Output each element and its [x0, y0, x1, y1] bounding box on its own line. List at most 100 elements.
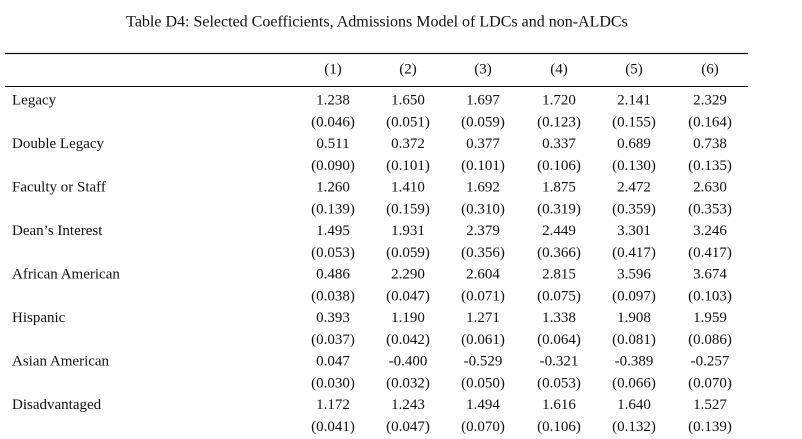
coefficient: 2.141: [617, 92, 651, 108]
standard-error: (0.050): [461, 375, 505, 391]
coefficient: 1.410: [391, 179, 425, 195]
coefficient: 0.393: [316, 310, 350, 326]
standard-error: (0.356): [461, 245, 505, 261]
column-header: (2): [399, 61, 417, 77]
coefficient: 1.527: [693, 397, 727, 413]
standard-error: (0.053): [537, 375, 581, 391]
standard-error: (0.417): [688, 245, 732, 261]
coefficient: -0.321: [540, 353, 579, 369]
coefficient: 2.379: [466, 223, 500, 239]
table-title: Table D4: Selected Coefficients, Admissi…: [126, 14, 628, 31]
standard-error: (0.070): [461, 419, 505, 435]
coefficient: 0.738: [693, 136, 727, 152]
standard-error: (0.066): [612, 375, 656, 391]
column-header: (3): [474, 61, 492, 77]
standard-error: (0.319): [537, 201, 581, 217]
standard-error: (0.155): [612, 114, 656, 130]
standard-error: (0.059): [386, 245, 430, 261]
coefficient: -0.400: [389, 353, 428, 369]
standard-error: (0.101): [461, 158, 505, 174]
standard-error: (0.123): [537, 114, 581, 130]
standard-error: (0.359): [612, 201, 656, 217]
standard-error: (0.053): [311, 245, 355, 261]
standard-error: (0.097): [612, 288, 656, 304]
coefficient: 3.301: [617, 223, 651, 239]
coefficient: 3.246: [693, 223, 727, 239]
column-header: (1): [324, 61, 342, 77]
coefficient: 1.692: [466, 179, 500, 195]
coefficient: 1.172: [316, 397, 350, 413]
standard-error: (0.047): [386, 288, 430, 304]
standard-error: (0.132): [612, 419, 656, 435]
coefficient: 1.959: [693, 310, 727, 326]
row-label: Faculty or Staff: [12, 179, 106, 195]
coefficient: 2.630: [693, 179, 727, 195]
row-label: Hispanic: [12, 310, 66, 326]
standard-error: (0.130): [612, 158, 656, 174]
standard-error: (0.139): [688, 419, 732, 435]
standard-error: (0.030): [311, 375, 355, 391]
coefficient: 1.238: [316, 92, 350, 108]
standard-error: (0.038): [311, 288, 355, 304]
row-label: African American: [12, 266, 120, 282]
coefficient: -0.389: [615, 353, 654, 369]
coefficient: 1.697: [466, 92, 500, 108]
standard-error: (0.164): [688, 114, 732, 130]
standard-error: (0.090): [311, 158, 355, 174]
standard-error: (0.032): [386, 375, 430, 391]
column-header: (4): [550, 61, 568, 77]
coefficient: 0.377: [466, 136, 500, 152]
standard-error: (0.139): [311, 201, 355, 217]
coefficient: 0.047: [316, 353, 350, 369]
standard-error: (0.071): [461, 288, 505, 304]
standard-error: (0.366): [537, 245, 581, 261]
coefficient: 1.650: [391, 92, 425, 108]
column-header: (5): [625, 61, 643, 77]
standard-error: (0.159): [386, 201, 430, 217]
standard-error: (0.046): [311, 114, 355, 130]
standard-error: (0.075): [537, 288, 581, 304]
row-label: Dean’s Interest: [12, 223, 103, 239]
coefficient: 0.372: [391, 136, 425, 152]
row-label: Legacy: [12, 92, 57, 108]
coefficient: 1.494: [466, 397, 500, 413]
standard-error: (0.051): [386, 114, 430, 130]
coefficient: 1.720: [542, 92, 576, 108]
coefficient: 1.495: [316, 223, 350, 239]
standard-error: (0.070): [688, 375, 732, 391]
standard-error: (0.064): [537, 332, 581, 348]
standard-error: (0.103): [688, 288, 732, 304]
coefficient: 1.640: [617, 397, 651, 413]
column-header: (6): [701, 61, 719, 77]
standard-error: (0.041): [311, 419, 355, 435]
coefficient: 3.674: [693, 266, 727, 282]
coefficient: 3.596: [617, 266, 651, 282]
standard-error: (0.047): [386, 419, 430, 435]
coefficient: 1.338: [542, 310, 576, 326]
coefficient: -0.257: [691, 353, 730, 369]
coefficient: 1.243: [391, 397, 425, 413]
coefficient: -0.529: [464, 353, 503, 369]
row-label: Double Legacy: [12, 136, 105, 152]
standard-error: (0.310): [461, 201, 505, 217]
standard-error: (0.081): [612, 332, 656, 348]
coefficient: 1.908: [617, 310, 651, 326]
coefficient: 0.337: [542, 136, 576, 152]
coefficient: 0.511: [316, 136, 349, 152]
coefficient: 1.931: [391, 223, 425, 239]
coefficient: 1.875: [542, 179, 576, 195]
standard-error: (0.417): [612, 245, 656, 261]
coefficient: 2.815: [542, 266, 576, 282]
coefficient: 1.260: [316, 179, 350, 195]
standard-error: (0.059): [461, 114, 505, 130]
standard-error: (0.135): [688, 158, 732, 174]
standard-error: (0.101): [386, 158, 430, 174]
standard-error: (0.106): [537, 158, 581, 174]
standard-error: (0.061): [461, 332, 505, 348]
standard-error: (0.042): [386, 332, 430, 348]
coefficient: 1.190: [391, 310, 425, 326]
standard-error: (0.106): [537, 419, 581, 435]
row-label: Asian American: [12, 353, 110, 369]
coefficient: 2.290: [391, 266, 425, 282]
